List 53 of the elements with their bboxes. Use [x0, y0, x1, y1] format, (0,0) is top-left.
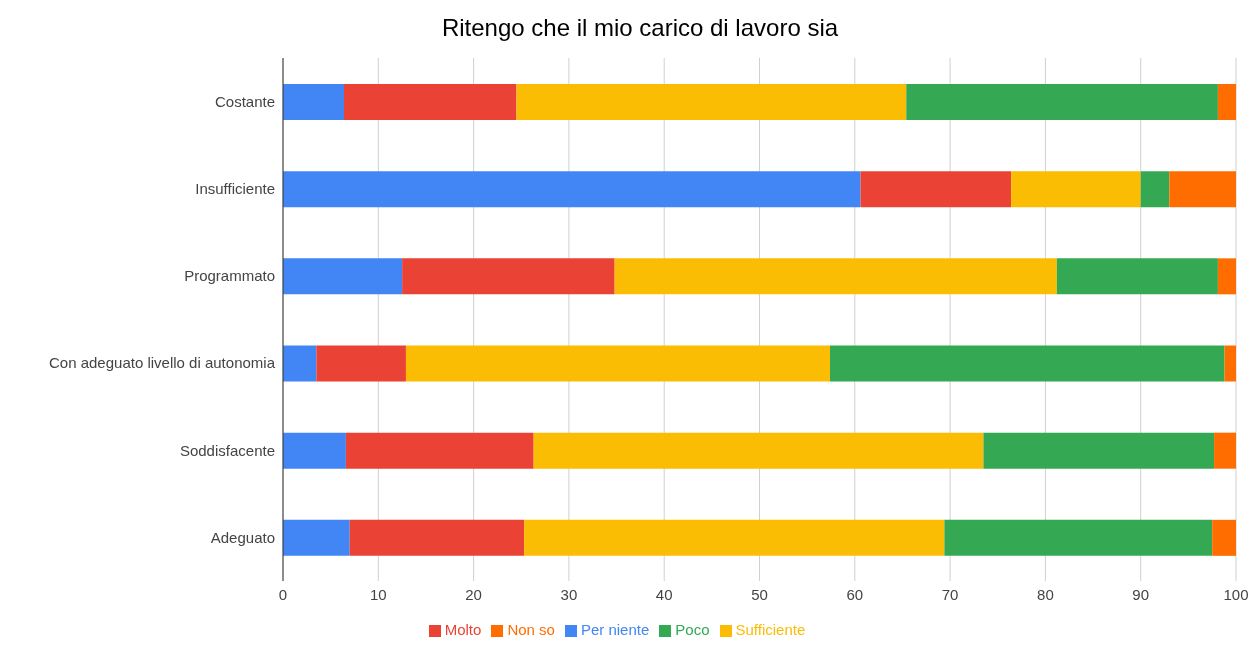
- y-tick-label: Con adeguato livello di autonomia: [49, 354, 276, 372]
- bar: [345, 432, 534, 469]
- bar: [1011, 171, 1141, 208]
- x-tick-label: 10: [369, 585, 387, 603]
- bar: [283, 519, 350, 556]
- x-tick-label: 50: [751, 585, 768, 603]
- bar: [283, 432, 346, 469]
- x-tick-label: 70: [941, 585, 959, 603]
- legend-label: Sufficiente: [735, 621, 806, 638]
- bar: [830, 345, 1225, 382]
- bar: [1224, 345, 1236, 382]
- legend-label: Per niente: [580, 621, 650, 638]
- y-tick-label: Programmato: [184, 267, 275, 285]
- bar: [283, 345, 317, 382]
- bar: [1217, 84, 1236, 120]
- bar: [983, 432, 1215, 469]
- x-tick-label: 80: [1037, 585, 1054, 603]
- bar: [1214, 432, 1236, 469]
- bar: [1169, 171, 1236, 208]
- bar: [524, 519, 945, 556]
- y-tick-label: Soddisfacente: [179, 441, 275, 459]
- y-tick-label: Insufficiente: [195, 180, 275, 198]
- bar: [1217, 258, 1236, 295]
- bar: [402, 258, 615, 295]
- chart-title: Ritengo che il mio carico di lavoro sia: [440, 13, 840, 43]
- y-tick-label: Adeguato: [210, 528, 275, 546]
- x-tick-label: 30: [560, 585, 578, 603]
- bar: [1212, 519, 1236, 556]
- bar: [533, 432, 984, 469]
- x-tick-label: 40: [655, 585, 673, 603]
- bar: [283, 84, 344, 120]
- x-tick-label: 90: [1132, 585, 1150, 603]
- bar: [1056, 258, 1218, 295]
- bar: [516, 84, 907, 120]
- bar: [316, 345, 406, 382]
- bar: [614, 258, 1057, 295]
- bar: [860, 171, 1012, 208]
- bar: [283, 171, 861, 208]
- x-tick-label: 60: [846, 585, 864, 603]
- x-tick-label: 0: [278, 585, 288, 603]
- x-tick-label: 20: [465, 585, 482, 603]
- legend-label: Non so: [507, 621, 555, 638]
- y-tick-label: Costante: [214, 92, 275, 110]
- bar: [349, 519, 525, 556]
- bar: [405, 345, 831, 382]
- bar: [944, 519, 1213, 556]
- bar: [283, 258, 403, 295]
- bar: [343, 84, 517, 120]
- legend-label: Molto: [444, 621, 482, 638]
- bar: [1140, 171, 1170, 208]
- x-tick-label: 100: [1223, 585, 1249, 603]
- legend-label: Poco: [675, 621, 710, 638]
- bar: [906, 84, 1218, 120]
